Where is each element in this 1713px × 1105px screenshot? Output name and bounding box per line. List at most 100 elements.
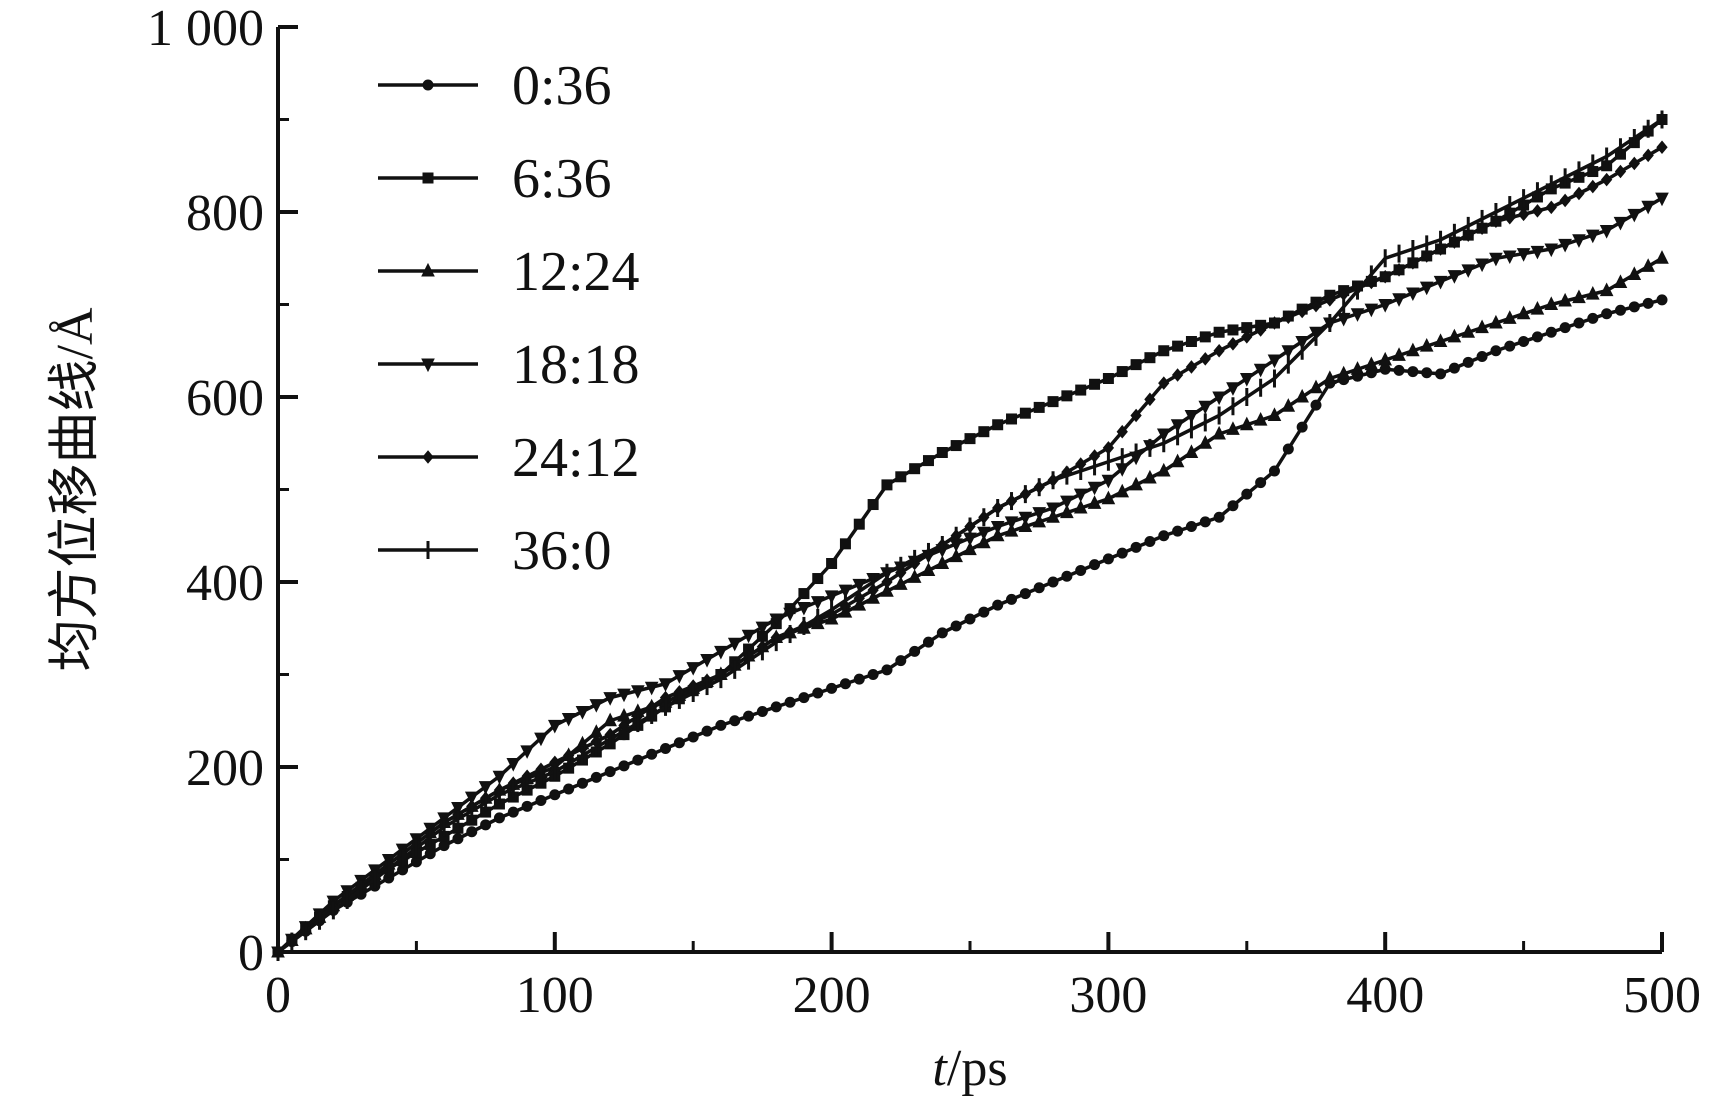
line-marker	[700, 653, 714, 668]
line-marker	[1421, 367, 1433, 379]
line-marker	[1185, 521, 1197, 532]
line-marker	[1089, 378, 1101, 390]
data-point	[1378, 351, 1393, 366]
line-marker	[1073, 499, 1088, 514]
data-point	[604, 766, 616, 778]
line-marker	[1130, 408, 1142, 423]
line-marker	[1310, 399, 1322, 411]
line-marker	[1419, 281, 1434, 296]
line-marker	[1184, 444, 1199, 458]
legend-entry: 18:18	[378, 334, 640, 396]
line-marker	[1406, 287, 1420, 302]
line-marker	[1310, 298, 1322, 313]
line-marker	[1282, 443, 1294, 455]
line-marker	[1627, 266, 1642, 280]
line-marker	[534, 732, 548, 747]
y-tick-label: 600	[186, 370, 264, 427]
line-marker	[1406, 342, 1420, 357]
line-marker	[1587, 179, 1599, 194]
line-marker	[977, 534, 991, 549]
line-marker	[1531, 331, 1543, 343]
line-marker	[798, 588, 810, 600]
data-point	[769, 613, 784, 628]
line-marker	[452, 833, 464, 845]
data-point	[1599, 225, 1614, 239]
line-marker	[644, 681, 659, 696]
line-marker	[964, 433, 976, 445]
line-marker	[1172, 525, 1184, 537]
line-marker	[1296, 304, 1308, 319]
series-12:24	[271, 250, 1669, 958]
line-marker	[1558, 292, 1572, 307]
series-0:36	[272, 294, 1668, 958]
line-marker	[949, 548, 963, 563]
line-marker	[673, 737, 685, 749]
line-marker	[921, 562, 936, 576]
line-marker	[1033, 582, 1045, 594]
line-marker	[1641, 258, 1655, 272]
line-marker	[1516, 305, 1531, 320]
data-point	[1047, 576, 1059, 588]
line-marker	[1504, 211, 1516, 225]
line-marker	[1226, 421, 1240, 435]
line-marker	[575, 706, 590, 720]
line-marker	[1504, 340, 1516, 352]
data-point	[1101, 474, 1116, 489]
line-marker	[1573, 186, 1585, 201]
line-marker	[838, 584, 853, 599]
data-point	[1600, 172, 1613, 187]
data-point	[824, 590, 839, 604]
data-point	[658, 678, 673, 692]
line-marker	[410, 856, 422, 868]
line-marker	[729, 715, 741, 727]
line-marker	[1642, 297, 1654, 309]
data-point	[1046, 502, 1060, 517]
data-point	[1544, 243, 1559, 258]
data-point	[1324, 293, 1336, 307]
line-marker	[1060, 495, 1074, 510]
line-marker	[1627, 208, 1642, 223]
data-point	[547, 719, 562, 734]
data-point	[881, 479, 893, 491]
line-marker	[950, 440, 962, 452]
line-marker	[1185, 336, 1197, 347]
data-point	[1545, 200, 1557, 215]
line-marker	[1227, 337, 1239, 351]
data-point	[1379, 363, 1391, 375]
line-marker	[521, 800, 533, 812]
data-point	[1212, 391, 1226, 406]
line-marker	[1130, 359, 1142, 371]
line-marker	[506, 758, 521, 772]
data-point	[1433, 275, 1448, 290]
data-point	[492, 770, 507, 785]
legend-entry: 24:12	[378, 427, 640, 489]
line-marker	[1475, 258, 1489, 273]
line-marker	[895, 471, 907, 483]
line-marker	[1171, 368, 1184, 382]
line-marker	[963, 541, 977, 556]
line-marker	[1253, 363, 1268, 378]
line-marker	[1060, 504, 1074, 519]
data-point	[1489, 252, 1503, 267]
line-marker	[1130, 541, 1142, 553]
line-marker	[1296, 421, 1308, 433]
line-marker	[1518, 336, 1530, 347]
line-marker	[1199, 352, 1211, 366]
line-marker	[1172, 340, 1184, 352]
line-marker	[1033, 401, 1045, 413]
data-point	[1158, 345, 1170, 357]
line-marker	[783, 607, 797, 622]
line-marker	[1281, 398, 1296, 412]
line-marker	[563, 783, 575, 795]
line-marker	[1032, 507, 1047, 521]
legend-entry: 12:24	[378, 241, 640, 303]
line-marker	[1642, 148, 1654, 163]
line-marker	[1558, 238, 1572, 253]
line-marker	[1184, 410, 1199, 424]
data-point	[549, 789, 561, 801]
line-marker	[1170, 419, 1185, 433]
line-marker	[867, 499, 879, 511]
data-point	[1102, 553, 1114, 565]
line-marker	[1116, 424, 1128, 439]
line-marker	[1239, 373, 1254, 387]
